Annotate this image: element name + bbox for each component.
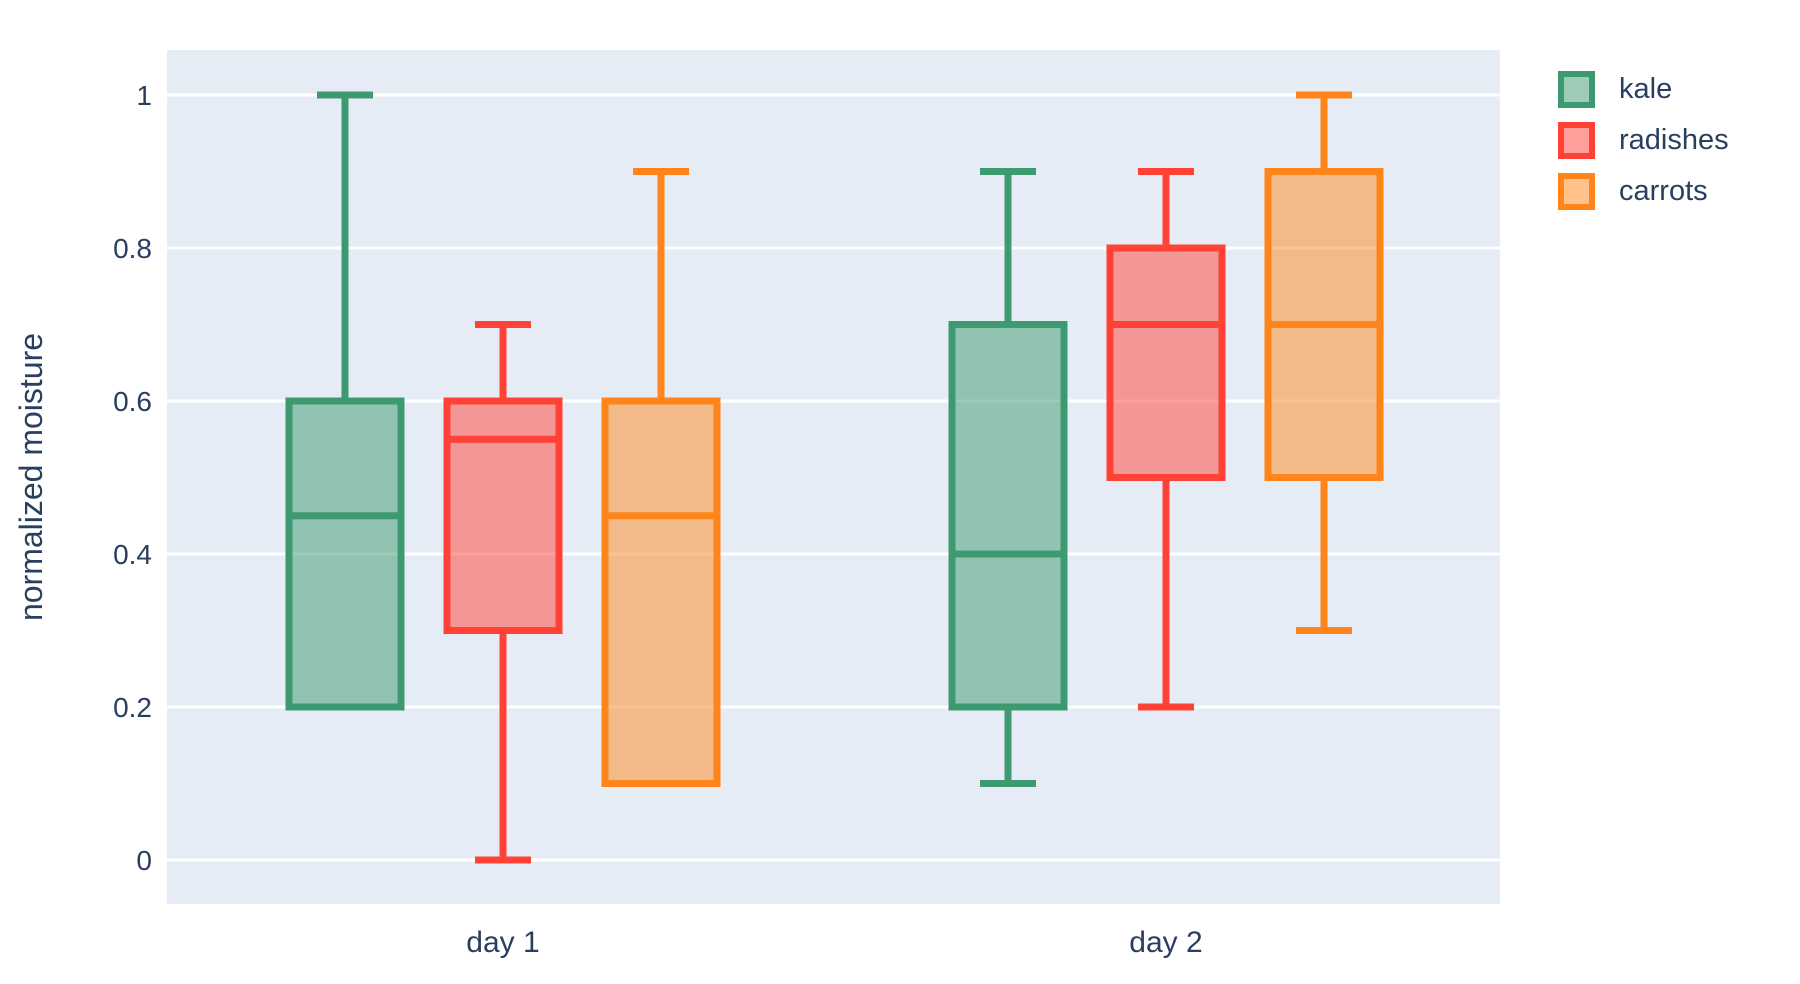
iqr-box	[1106, 244, 1226, 481]
y-tick-label: 0.6	[113, 386, 152, 417]
box-kale-day-1[interactable]	[285, 91, 405, 711]
y-tick-label: 0	[136, 845, 152, 876]
y-tick-label: 0.8	[113, 233, 152, 264]
x-tick-label: day 1	[466, 926, 539, 959]
radishes-swatch-icon	[1558, 121, 1595, 159]
box-radishes-day-2[interactable]	[1106, 168, 1226, 711]
legend-item-radishes[interactable]: radishes	[1558, 121, 1729, 159]
box-carrots-day-1[interactable]	[601, 168, 721, 787]
y-tick-label: 0.2	[113, 692, 152, 723]
box-kale-day-2[interactable]	[948, 168, 1068, 787]
legend-item-carrots[interactable]: carrots	[1558, 172, 1729, 210]
legend-item-kale[interactable]: kale	[1558, 70, 1729, 108]
iqr-box	[443, 397, 563, 634]
box-radishes-day-1[interactable]	[443, 321, 563, 864]
box-carrots-day-2[interactable]	[1264, 91, 1384, 634]
legend: kale radishes carrots	[1558, 70, 1729, 210]
y-axis-title: normalized moisture	[13, 333, 49, 621]
iqr-box	[601, 397, 721, 787]
legend-label-carrots: carrots	[1619, 174, 1708, 207]
y-tick-label: 1	[136, 80, 152, 111]
kale-swatch-icon	[1558, 70, 1595, 108]
legend-label-radishes: radishes	[1619, 123, 1729, 156]
iqr-box	[948, 321, 1068, 711]
y-tick-label: 0.4	[113, 539, 152, 570]
carrots-swatch-icon	[1558, 172, 1595, 210]
iqr-box	[285, 397, 405, 711]
x-tick-label: day 2	[1129, 926, 1202, 959]
legend-label-kale: kale	[1619, 72, 1673, 105]
